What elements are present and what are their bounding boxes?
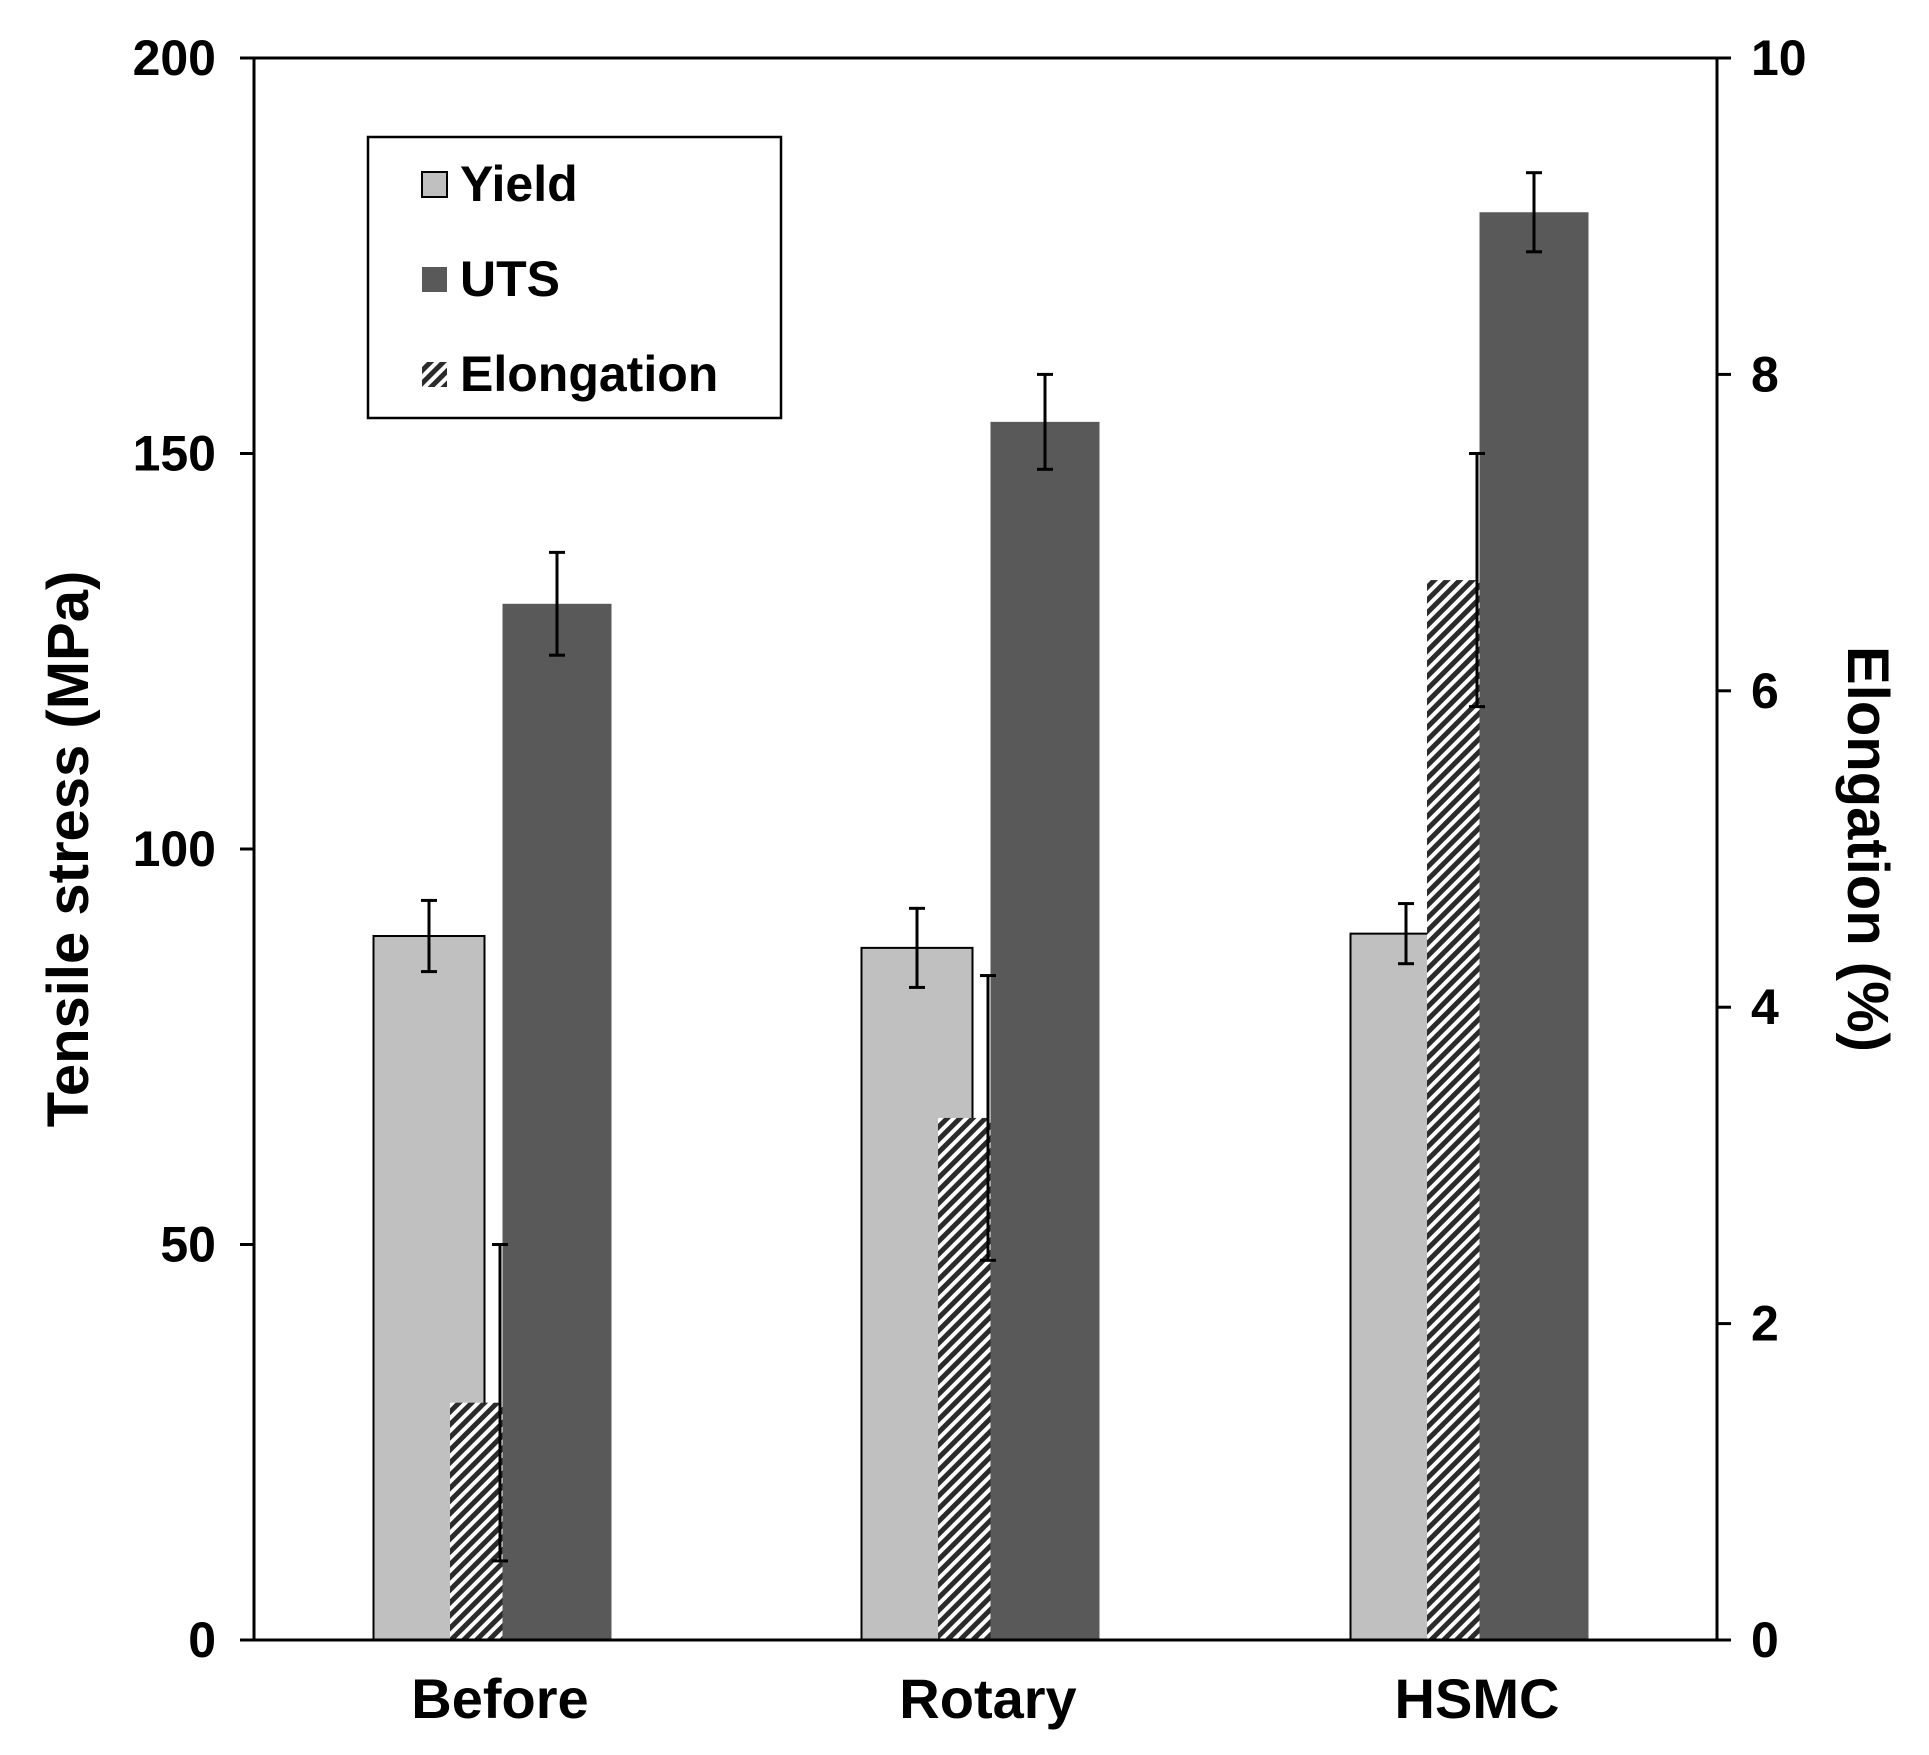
right-tick-label: 2 [1751,1296,1779,1352]
legend: Yield UTS Elongation [366,135,783,420]
legend-swatch-yield [421,171,448,198]
error-bar-uts-hsmc [1526,171,1542,254]
legend-label-yield: Yield [460,156,578,212]
right-tick-label: 8 [1751,346,1779,402]
category-label-hsmc: HSMC [1395,1667,1560,1730]
error-bar-elongation-hsmc [1469,452,1485,709]
left-tick-label: 50 [160,1217,216,1273]
error-bar-yield-hsmc [1398,902,1414,966]
bar-uts-hsmc [1479,212,1589,1640]
legend-swatch-elongation [422,362,447,387]
right-tick-label: 4 [1751,979,1779,1035]
legend-label-elongation: Elongation [460,346,718,402]
error-bar-elongation-rotary [980,974,996,1262]
bar-uts-before [502,603,612,1640]
right-tick-label: 6 [1751,663,1779,719]
error-bar-yield-before [421,898,437,974]
right-axis-ticks: 0 2 4 6 8 10 [1717,30,1807,1668]
right-axis-title: Elongation (%) [1835,646,1900,1052]
error-bars-layer [421,171,1542,1563]
right-tick-label: 10 [1751,30,1807,86]
error-bar-elongation-before [492,1243,508,1563]
bar-uts-rotary [990,421,1100,1640]
left-tick-label: 150 [133,426,216,482]
legend-label-uts: UTS [460,251,560,307]
error-bar-yield-rotary [909,906,925,989]
left-axis-title: Tensile stress (MPa) [36,571,101,1128]
bars-layer [372,212,1589,1641]
category-labels: Before Rotary HSMC [411,1667,1559,1730]
category-label-rotary: Rotary [899,1667,1076,1730]
left-tick-label: 100 [133,821,216,877]
error-bar-uts-before [549,550,565,657]
left-tick-label: 200 [133,30,216,86]
right-tick-label: 0 [1751,1612,1779,1668]
left-tick-label: 0 [188,1612,216,1668]
category-label-before: Before [411,1667,588,1730]
left-axis-ticks: 0 50 100 150 200 [133,30,254,1668]
legend-swatch-uts [422,267,447,292]
error-bar-uts-rotary [1037,372,1053,471]
